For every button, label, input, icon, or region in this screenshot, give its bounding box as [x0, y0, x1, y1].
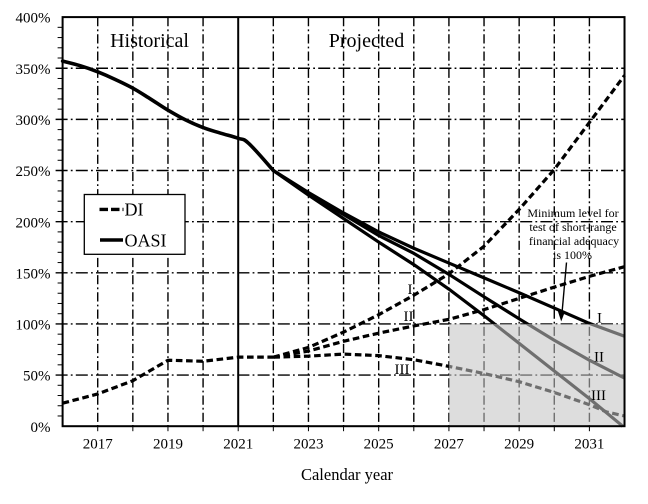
svg-text:250%: 250% — [16, 164, 51, 180]
svg-text:2019: 2019 — [153, 436, 183, 452]
svg-text:50%: 50% — [23, 369, 51, 385]
svg-text:2017: 2017 — [83, 436, 114, 452]
svg-text:Calendar year: Calendar year — [301, 465, 394, 484]
svg-text:300%: 300% — [16, 113, 51, 129]
svg-text:Historical: Historical — [110, 30, 189, 52]
svg-text:OASI: OASI — [125, 231, 167, 251]
svg-text:400%: 400% — [16, 11, 51, 27]
svg-text:350%: 350% — [16, 62, 51, 78]
svg-text:I: I — [597, 311, 602, 327]
svg-text:II: II — [594, 350, 604, 366]
svg-text:I: I — [408, 282, 413, 298]
svg-text:2029: 2029 — [504, 436, 534, 452]
svg-text:financial adequacy: financial adequacy — [529, 234, 619, 248]
svg-text:test of short-range: test of short-range — [529, 220, 616, 234]
svg-text:is 100%: is 100% — [553, 248, 592, 262]
svg-text:III: III — [395, 362, 410, 378]
svg-text:2023: 2023 — [293, 436, 323, 452]
svg-text:Minimum level for: Minimum level for — [527, 206, 618, 220]
svg-text:DI: DI — [125, 200, 144, 220]
svg-text:2021: 2021 — [223, 436, 253, 452]
svg-text:II: II — [404, 309, 414, 325]
svg-text:200%: 200% — [16, 215, 51, 231]
svg-text:2027: 2027 — [434, 436, 465, 452]
svg-text:150%: 150% — [16, 266, 51, 282]
svg-text:0%: 0% — [31, 420, 51, 436]
svg-text:100%: 100% — [16, 318, 51, 334]
svg-text:Projected: Projected — [329, 30, 405, 52]
svg-text:2025: 2025 — [364, 436, 394, 452]
svg-text:2031: 2031 — [574, 436, 604, 452]
svg-text:III: III — [591, 388, 606, 404]
